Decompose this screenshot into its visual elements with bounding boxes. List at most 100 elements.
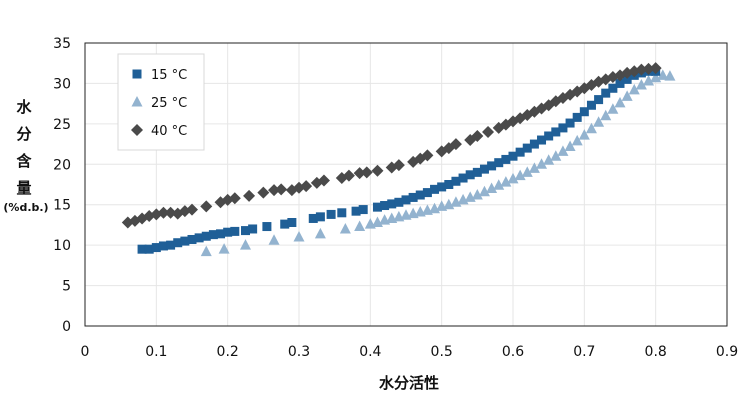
data-point bbox=[642, 62, 655, 75]
data-point bbox=[515, 147, 525, 157]
data-point bbox=[478, 185, 490, 197]
data-point bbox=[437, 182, 447, 192]
data-point bbox=[243, 189, 256, 202]
x-tick-label: 0.4 bbox=[359, 344, 381, 360]
data-point bbox=[528, 162, 540, 173]
data-point bbox=[507, 172, 519, 184]
data-point bbox=[339, 222, 351, 234]
data-point bbox=[353, 167, 366, 180]
data-series bbox=[121, 62, 676, 257]
series-diamond bbox=[121, 62, 662, 229]
y-tick-label: 20 bbox=[53, 157, 71, 173]
y-tick-label: 0 bbox=[62, 319, 71, 335]
data-point bbox=[354, 220, 366, 232]
data-point bbox=[614, 96, 626, 108]
data-point bbox=[622, 74, 632, 84]
data-point bbox=[486, 182, 498, 194]
legend-label: 15 °C bbox=[151, 68, 187, 83]
data-point bbox=[565, 118, 575, 128]
plot-area-border bbox=[84, 42, 728, 327]
y-axis-label-char: 量 bbox=[16, 179, 31, 197]
data-point bbox=[536, 158, 548, 169]
data-point bbox=[351, 206, 361, 216]
data-point bbox=[494, 158, 504, 168]
data-point bbox=[422, 188, 432, 198]
data-point bbox=[585, 122, 597, 134]
data-point bbox=[521, 166, 533, 177]
data-point bbox=[317, 174, 330, 187]
data-point bbox=[649, 62, 662, 75]
data-point bbox=[465, 170, 475, 180]
data-point bbox=[360, 166, 373, 179]
x-tick-label: 0.7 bbox=[573, 344, 595, 360]
data-point bbox=[223, 227, 233, 237]
data-point bbox=[572, 112, 582, 122]
data-point bbox=[394, 197, 404, 207]
data-point bbox=[593, 116, 605, 127]
data-point bbox=[268, 184, 281, 197]
data-point bbox=[500, 176, 512, 187]
data-point bbox=[578, 129, 590, 140]
data-point bbox=[449, 138, 462, 151]
data-point bbox=[471, 129, 484, 142]
data-point bbox=[586, 100, 596, 110]
data-point bbox=[664, 70, 676, 81]
y-tick-label: 10 bbox=[53, 238, 71, 254]
data-point bbox=[371, 164, 384, 177]
legend-marker bbox=[132, 69, 142, 79]
x-tick-label: 0.3 bbox=[288, 344, 310, 360]
legend: 15 °C 25 °C 40 °C bbox=[117, 53, 205, 151]
data-point bbox=[358, 205, 368, 215]
data-point bbox=[326, 209, 336, 219]
x-tick-label: 0.6 bbox=[502, 344, 524, 360]
data-point bbox=[522, 143, 532, 153]
data-point bbox=[144, 244, 154, 254]
data-point bbox=[401, 195, 411, 205]
data-point bbox=[287, 218, 297, 228]
data-point bbox=[180, 236, 190, 246]
data-point bbox=[628, 83, 640, 95]
data-point bbox=[315, 212, 325, 222]
data-point bbox=[601, 88, 611, 98]
data-point bbox=[557, 145, 569, 156]
data-point bbox=[608, 83, 618, 93]
data-point bbox=[607, 103, 619, 114]
data-point bbox=[415, 190, 425, 200]
legend-marker bbox=[131, 124, 143, 136]
data-point bbox=[151, 243, 161, 253]
data-point bbox=[551, 127, 561, 137]
data-point bbox=[514, 169, 526, 181]
data-point bbox=[594, 95, 604, 105]
x-tick-label: 0 bbox=[81, 344, 90, 360]
x-axis-label: 水分活性 bbox=[379, 374, 439, 392]
data-point bbox=[600, 109, 612, 121]
data-point bbox=[240, 239, 251, 250]
x-axis-ticks: 0 0.1 0.2 0.3 0.4 0.5 0.6 0.7 0.8 0.9 bbox=[81, 344, 739, 360]
data-point bbox=[201, 231, 211, 241]
data-point bbox=[392, 159, 405, 172]
data-point bbox=[208, 230, 218, 240]
data-point bbox=[537, 135, 547, 145]
data-point bbox=[268, 234, 280, 245]
legend-label: 40 °C bbox=[151, 124, 187, 139]
y-tick-label: 25 bbox=[53, 117, 71, 133]
data-point bbox=[200, 200, 213, 213]
x-tick-label: 0.9 bbox=[716, 344, 738, 360]
y-axis-label: 水 分 含 量 (%d.b.) bbox=[3, 98, 48, 214]
data-point bbox=[482, 125, 495, 138]
data-point bbox=[543, 154, 555, 165]
y-axis-label-char: 分 bbox=[16, 125, 31, 143]
data-point bbox=[487, 161, 497, 171]
data-point bbox=[241, 226, 250, 236]
y-axis-label-char: 含 bbox=[16, 152, 32, 170]
data-point bbox=[228, 192, 241, 205]
data-point bbox=[564, 140, 576, 151]
data-point bbox=[387, 199, 397, 209]
data-point bbox=[421, 149, 434, 162]
data-point bbox=[471, 189, 483, 200]
data-point bbox=[635, 79, 647, 90]
data-point bbox=[218, 243, 230, 254]
data-point bbox=[187, 234, 197, 244]
y-axis-ticks: 0 5 10 15 20 25 30 35 bbox=[53, 36, 71, 335]
data-point bbox=[479, 164, 489, 174]
